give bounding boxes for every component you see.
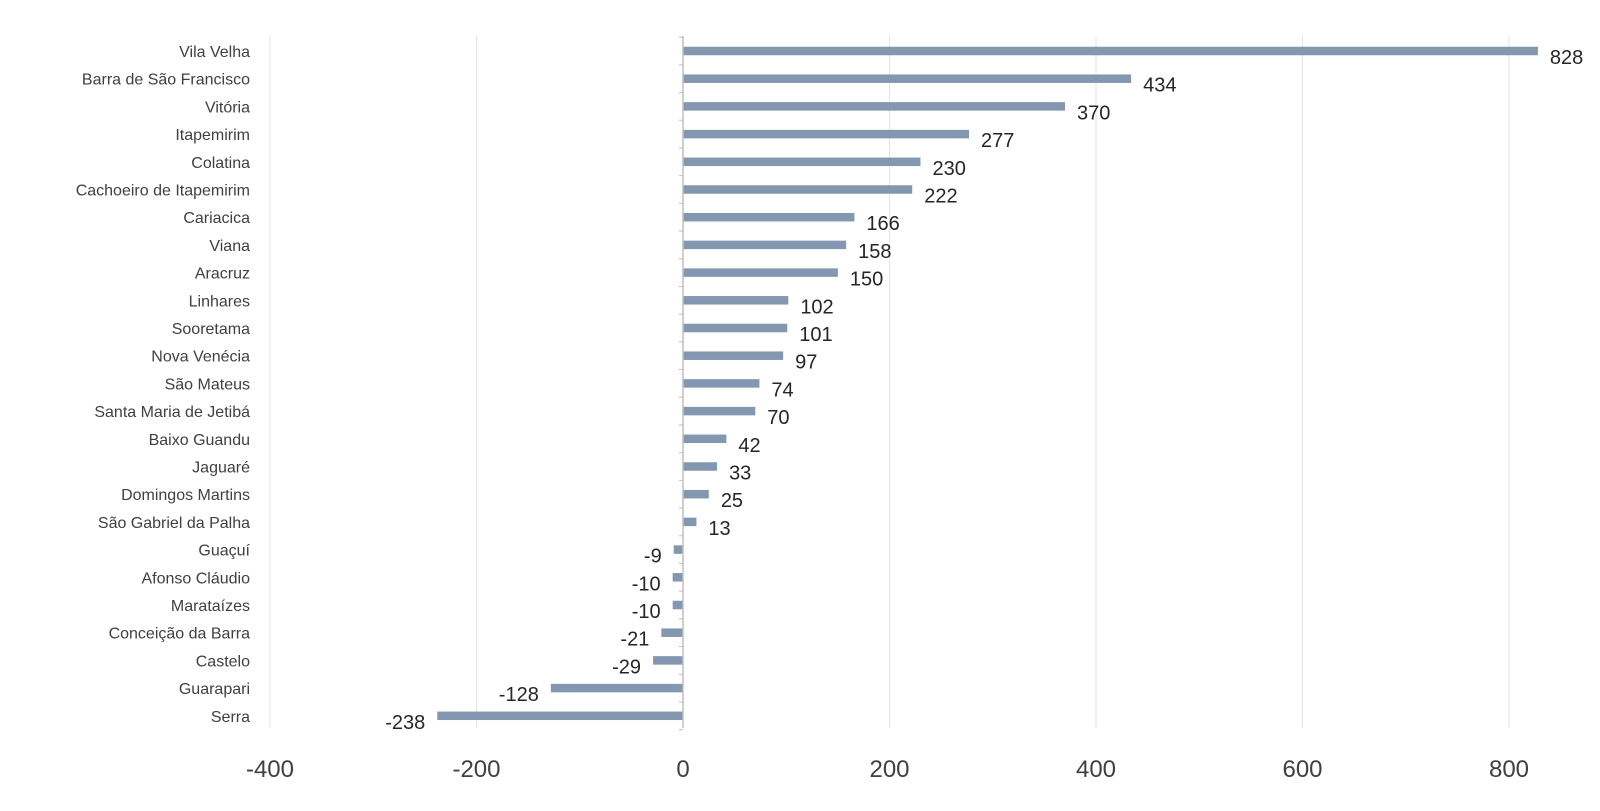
data-label: 42 [738, 435, 760, 457]
data-label: -238 [385, 712, 425, 734]
category-label: Aracruz [195, 266, 250, 283]
category-label: Santa Maria de Jetibá [94, 404, 250, 421]
category-label: Guarapari [179, 681, 250, 698]
data-label: 70 [767, 407, 789, 429]
category-label: Cachoeiro de Itapemirim [76, 183, 250, 200]
axis-layer [679, 36, 684, 731]
category-label: Cariacica [183, 210, 250, 227]
bars-layer [437, 46, 1538, 721]
category-label: Vila Velha [179, 44, 250, 61]
bar [672, 600, 683, 610]
data-label: 102 [800, 296, 833, 318]
category-label: Afonso Cláudio [141, 570, 250, 587]
bar [672, 573, 683, 582]
bar [683, 462, 718, 471]
bar [683, 489, 709, 499]
category-label: Viana [209, 238, 250, 255]
bar [683, 434, 727, 444]
bar [683, 157, 921, 167]
bar [683, 323, 788, 333]
x-tick-label: 600 [1282, 756, 1322, 783]
x-tick-label: 400 [1076, 756, 1116, 783]
data-label: 370 [1077, 102, 1110, 124]
data-label: 97 [795, 352, 817, 374]
category-label: Domingos Martins [121, 487, 250, 504]
data-label: -128 [499, 684, 539, 706]
category-label: Baixo Guandu [149, 432, 250, 449]
data-label: 828 [1550, 47, 1583, 69]
bar [683, 351, 784, 360]
bar [673, 545, 683, 554]
category-label: Marataízes [171, 598, 250, 615]
bar [683, 406, 756, 416]
data-label: -29 [612, 656, 641, 678]
data-label: -10 [632, 573, 661, 595]
bar [683, 268, 838, 277]
bar [683, 517, 697, 527]
bar [683, 102, 1066, 111]
x-tick-label: -400 [246, 756, 294, 783]
data-label: 74 [771, 379, 793, 401]
data-label: -21 [620, 629, 649, 651]
bar [683, 296, 789, 305]
data-label: 101 [799, 324, 832, 346]
bar [550, 683, 683, 693]
data-label: 230 [932, 158, 965, 180]
category-label: Guaçuí [198, 543, 250, 560]
bar [683, 74, 1132, 83]
data-label: 13 [708, 518, 730, 540]
category-label: Jaguaré [192, 460, 250, 477]
bar [683, 379, 760, 388]
category-label: Castelo [196, 653, 250, 670]
category-label: Nova Venécia [151, 349, 250, 366]
data-label: 434 [1143, 75, 1176, 97]
category-label: Itapemirim [175, 127, 250, 144]
category-label: Serra [211, 709, 250, 726]
bar [653, 656, 683, 665]
data-label: 33 [729, 463, 751, 485]
category-label: Barra de São Francisco [82, 72, 250, 89]
bar [683, 129, 970, 139]
data-label: 277 [981, 130, 1014, 152]
data-label: -9 [644, 546, 662, 568]
category-label: São Gabriel da Palha [98, 515, 250, 532]
x-tick-label: 200 [869, 756, 909, 783]
category-label: Colatina [191, 155, 250, 172]
bar [683, 240, 847, 250]
data-label: -10 [632, 601, 661, 623]
data-label: 166 [866, 213, 899, 235]
labels-layer: -400 -200 0 200 400 600 800 Vila Velha 828 Barra … [76, 44, 1584, 783]
bar [683, 46, 1538, 56]
bar [437, 711, 683, 721]
bar [683, 212, 855, 222]
category-label: São Mateus [165, 376, 250, 393]
category-label: Sooretama [172, 321, 250, 338]
category-label: Linhares [189, 293, 250, 310]
data-label: 150 [850, 269, 883, 291]
data-label: 222 [924, 186, 957, 208]
category-label: Vitória [205, 99, 250, 116]
data-label: 25 [721, 490, 743, 512]
data-label: 158 [858, 241, 891, 263]
bar [661, 628, 683, 637]
bar [683, 185, 913, 194]
category-label: Conceição da Barra [109, 626, 251, 643]
x-tick-label: 0 [676, 756, 689, 783]
x-tick-label: -200 [452, 756, 500, 783]
grid-layer [269, 36, 1510, 728]
x-tick-label: 800 [1489, 756, 1529, 783]
